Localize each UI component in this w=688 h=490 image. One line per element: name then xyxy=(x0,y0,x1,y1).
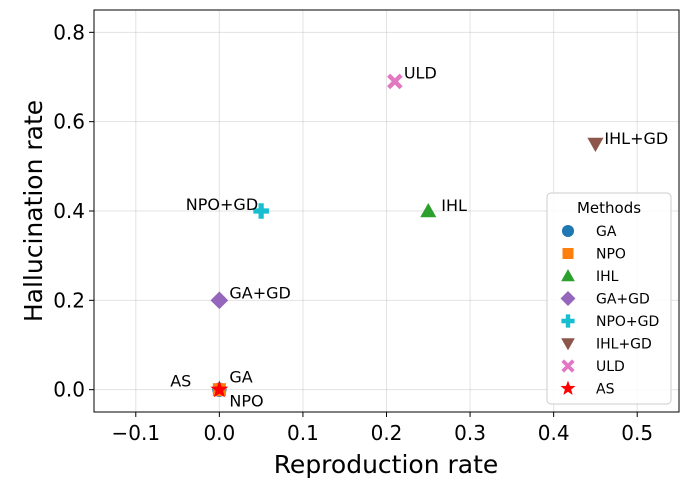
x-tick-label: 0.5 xyxy=(621,421,653,445)
legend-label: IHL+GD xyxy=(596,337,652,353)
x-tick-label: 0.4 xyxy=(538,421,570,445)
axis-ticks: −0.1 0.0 0.1 0.2 0.3 0.4 0.5 0.0 0.2 0.4 0.6 0.8 xyxy=(53,20,653,445)
legend-label: NPO+GD xyxy=(596,314,659,330)
legend-marker xyxy=(561,224,575,238)
point-label: NPO+GD xyxy=(186,195,258,214)
x-tick-label: 0.0 xyxy=(203,421,235,445)
legend-marker xyxy=(561,338,575,351)
x-tick-label: 0.3 xyxy=(454,421,486,445)
data-points xyxy=(210,73,604,398)
legend-box xyxy=(546,192,672,405)
legend-title: Methods xyxy=(577,199,641,217)
x-tick-label: 0.2 xyxy=(371,421,403,445)
legend: Methods GA NPO IHL GA+GD NPO+GD IHL+GD ULD AS xyxy=(546,192,672,405)
legend-marker xyxy=(562,248,574,259)
y-tick-label: 0.0 xyxy=(53,378,85,402)
point-label: GA xyxy=(229,368,252,387)
legend-label: GA xyxy=(596,224,617,240)
point-ihl xyxy=(420,202,437,218)
point-labels: GA NPO IHL GA+GD NPO+GD IHL+GD ULD AS xyxy=(170,63,668,410)
legend-marker xyxy=(561,359,575,373)
point-label: NPO xyxy=(229,392,263,411)
point-ihl-gd xyxy=(587,137,604,153)
legend-marker xyxy=(561,269,575,282)
point-label: ULD xyxy=(404,63,437,82)
legend-marker xyxy=(560,380,576,395)
x-tick-label: 0.1 xyxy=(287,421,319,445)
y-tick-label: 0.6 xyxy=(53,110,85,134)
y-tick-label: 0.4 xyxy=(53,199,85,223)
point-label: GA+GD xyxy=(229,283,290,302)
legend-label: ULD xyxy=(596,359,625,375)
y-axis-label: Hallucination rate xyxy=(19,100,48,322)
point-label: IHL+GD xyxy=(604,129,668,148)
legend-label: GA+GD xyxy=(596,292,650,308)
point-label: AS xyxy=(170,372,191,391)
y-tick-label: 0.2 xyxy=(53,288,85,312)
y-tick-label: 0.8 xyxy=(53,20,85,44)
point-label: IHL xyxy=(441,196,467,215)
point-npo-gd xyxy=(253,203,269,219)
legend-marker xyxy=(561,314,575,328)
point-ga-gd xyxy=(210,291,229,310)
legend-marker xyxy=(560,291,576,306)
point-uld xyxy=(387,73,403,90)
legend-label: NPO xyxy=(596,247,626,263)
x-axis-label: Reproduction rate xyxy=(274,450,499,479)
legend-label: AS xyxy=(596,382,615,398)
point-as xyxy=(210,380,229,398)
legend-label: IHL xyxy=(596,269,619,285)
x-tick-label: −0.1 xyxy=(111,421,160,445)
